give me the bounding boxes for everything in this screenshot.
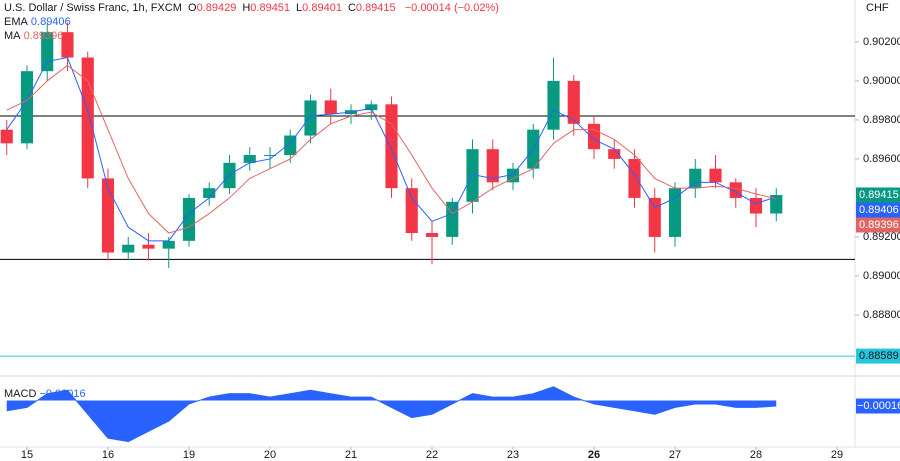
candle-body bbox=[668, 188, 682, 237]
header: U.S. Dollar / Swiss Franc, 1h, FXCM O0.8… bbox=[4, 1, 499, 43]
change: −0.00014 (−0.02%) bbox=[404, 2, 499, 14]
quote-label: H bbox=[242, 2, 251, 14]
symbol-line: U.S. Dollar / Swiss Franc, 1h, FXCM O0.8… bbox=[4, 1, 499, 15]
y-tick-label: 0.90200 bbox=[863, 36, 900, 48]
y-tick-label: 0.89800 bbox=[863, 114, 900, 126]
legend-name: MACD bbox=[4, 388, 37, 400]
candle-body bbox=[263, 155, 277, 157]
price-label: 0.89406 bbox=[859, 204, 899, 216]
x-tick-label: 15 bbox=[21, 449, 33, 461]
candle-body bbox=[81, 57, 94, 179]
candle-body bbox=[425, 233, 439, 237]
candle-body bbox=[61, 32, 74, 58]
candle-body bbox=[365, 104, 378, 111]
x-tick-label: 16 bbox=[102, 449, 114, 461]
x-tick-label: 27 bbox=[669, 449, 681, 461]
legend-value: −0.00016 bbox=[39, 388, 86, 400]
candle-body bbox=[203, 188, 216, 198]
candle-body bbox=[587, 123, 601, 150]
x-tick-label: 21 bbox=[345, 449, 357, 461]
indicator-line bbox=[6, 56, 777, 242]
candle-body bbox=[284, 135, 297, 156]
candle-body bbox=[223, 162, 236, 189]
quote-label: L bbox=[296, 2, 303, 14]
x-tick-label: 22 bbox=[426, 449, 438, 461]
candle-body bbox=[162, 240, 175, 249]
candle-body bbox=[709, 168, 722, 183]
x-tick-label: 29 bbox=[831, 449, 843, 461]
price-label-box bbox=[856, 202, 900, 218]
legend-value: 0.89406 bbox=[30, 16, 71, 28]
quote-label: O bbox=[188, 2, 197, 14]
quote-label: C bbox=[347, 2, 356, 14]
price-label: 0.88589 bbox=[859, 350, 899, 362]
candle-body bbox=[628, 158, 641, 198]
candle-body bbox=[324, 100, 337, 115]
candle-body bbox=[142, 244, 155, 249]
candle-body bbox=[243, 155, 256, 163]
candle-body bbox=[689, 168, 702, 189]
x-tick-label: 19 bbox=[183, 449, 195, 461]
candle-body bbox=[506, 168, 520, 183]
symbol: U.S. Dollar / Swiss Franc, 1h, FXCM bbox=[4, 2, 182, 14]
candle-body bbox=[304, 100, 317, 136]
quote-value: 0.89401 bbox=[302, 2, 342, 14]
quote-value: 0.89451 bbox=[250, 2, 291, 14]
candle-body bbox=[648, 197, 661, 237]
candle-body bbox=[405, 188, 418, 234]
candle-body bbox=[749, 197, 763, 214]
legend-name: MA bbox=[4, 30, 21, 42]
candle-body bbox=[101, 178, 115, 253]
price-label-box bbox=[856, 348, 900, 364]
ma-legend: MA 0.89396 bbox=[4, 29, 499, 43]
quote-value: 0.89429 bbox=[196, 2, 237, 14]
candle-body bbox=[770, 195, 783, 214]
macd-legend: MACD −0.00016 bbox=[4, 388, 86, 400]
candle-body bbox=[486, 149, 499, 183]
x-tick-label: 26 bbox=[588, 449, 600, 461]
candle-body bbox=[20, 71, 34, 144]
quote-value: 0.89415 bbox=[355, 2, 396, 14]
y-tick-label: 0.89600 bbox=[863, 153, 900, 165]
price-label-box bbox=[856, 398, 900, 414]
x-tick-label: 20 bbox=[264, 449, 276, 461]
legend-value: 0.89396 bbox=[23, 30, 64, 42]
candle-body bbox=[547, 80, 560, 130]
candle-body bbox=[446, 201, 459, 237]
candle-body bbox=[567, 80, 580, 124]
candle-body bbox=[122, 244, 135, 253]
y-tick-label: 0.89200 bbox=[863, 231, 900, 243]
y-tick-label: 0.89000 bbox=[863, 270, 900, 282]
candle-body bbox=[0, 129, 13, 144]
candle-body bbox=[41, 32, 54, 72]
indicator-line bbox=[6, 64, 777, 234]
candle-body bbox=[385, 104, 398, 189]
macd-line bbox=[6, 386, 777, 443]
x-tick-label: 28 bbox=[750, 449, 762, 461]
price-label: 0.89415 bbox=[859, 189, 899, 201]
legend-name: EMA bbox=[4, 16, 28, 28]
candle-body bbox=[182, 197, 196, 241]
price-label-box bbox=[856, 217, 900, 233]
price-label-box bbox=[856, 187, 900, 203]
ema-legend: EMA 0.89406 bbox=[4, 15, 499, 29]
currency: CHF bbox=[866, 2, 889, 14]
y-tick-label: 0.90000 bbox=[863, 75, 900, 87]
quote: O0.89429 H0.89451 L0.89401 C0.89415 bbox=[188, 2, 402, 14]
candle-body bbox=[608, 149, 621, 159]
macd-area bbox=[6, 386, 777, 442]
x-tick-label: 23 bbox=[507, 449, 519, 461]
price-label: −0.00016 bbox=[857, 400, 900, 412]
y-tick-label: 0.88800 bbox=[863, 309, 900, 321]
price-label: 0.89396 bbox=[859, 219, 899, 231]
